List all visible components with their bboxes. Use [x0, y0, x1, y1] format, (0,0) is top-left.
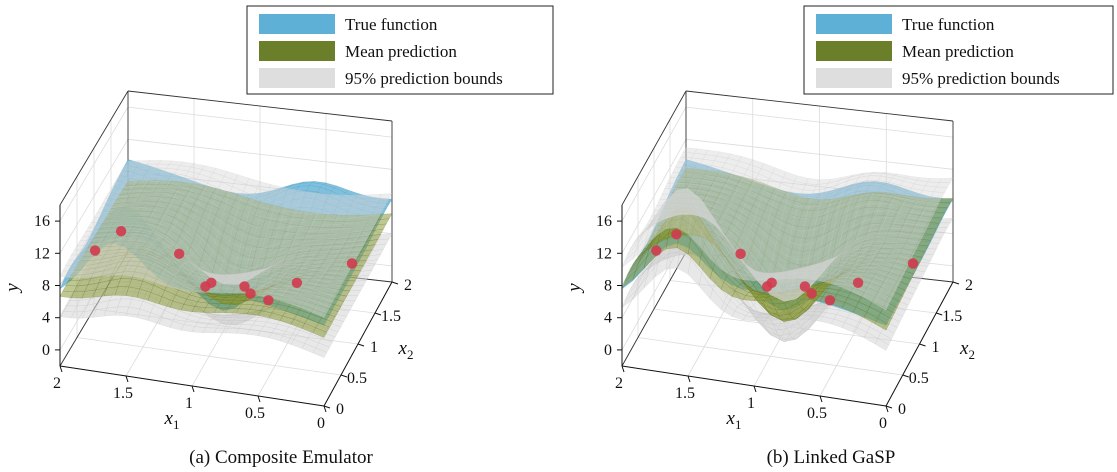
legend-swatch	[259, 14, 335, 34]
design-point	[907, 258, 919, 269]
x2-tick-label: 1	[370, 339, 378, 356]
design-point	[89, 245, 101, 256]
design-point	[245, 288, 256, 299]
legend-label: True function	[902, 15, 995, 34]
x1-tick-label: 1	[185, 395, 193, 412]
x1-tick-label: 0	[879, 415, 887, 432]
design-point	[206, 277, 217, 288]
design-point	[651, 245, 662, 256]
design-point	[806, 288, 817, 299]
x2-axis: 00.511.52 x2	[323, 277, 414, 418]
z-axis-label: y	[564, 283, 585, 294]
design-point	[263, 295, 274, 306]
z-tick-label: 0	[604, 342, 612, 359]
z-axis: 0 4 8 12 16 y	[564, 205, 623, 366]
caption-linked-gasp: (b) Linked GaSP	[767, 447, 896, 468]
x1-tick-label: 2	[53, 375, 61, 392]
z-axis-label: y	[2, 283, 23, 294]
legend-label: 95% prediction bounds	[902, 69, 1060, 88]
design-point	[852, 277, 864, 288]
upper-bound-surface	[59, 160, 393, 318]
design-point	[799, 281, 811, 292]
design-point	[239, 281, 250, 292]
z-tick-label: 12	[34, 245, 50, 262]
legend-entry: Mean prediction	[816, 41, 1014, 61]
design-point	[346, 258, 358, 269]
upper-bound-surface	[621, 147, 954, 311]
legend: True function Mean prediction 95% predicti…	[803, 5, 1114, 95]
mean-prediction-surface	[59, 180, 393, 338]
legend-entry: 95% prediction bounds	[259, 68, 503, 88]
x2-axis-label: x2	[398, 338, 414, 362]
legend-entry: Mean prediction	[259, 41, 457, 61]
x1-tick-label: 2	[615, 375, 623, 392]
x2-tick-label: 0.5	[909, 370, 929, 387]
x1-axis: 0 0.5 1 1.5 2 x1	[53, 365, 327, 432]
z-tick-label: 16	[34, 213, 50, 230]
legend-entry: 95% prediction bounds	[816, 68, 1060, 88]
z-tick-label: 12	[596, 245, 612, 262]
x1-tick-label: 1.5	[113, 385, 133, 402]
legend-swatch	[816, 14, 892, 34]
x2-tick-label: 1.5	[381, 308, 401, 325]
legend-label: True function	[345, 15, 438, 34]
x1-tick-label: 1.5	[675, 385, 695, 402]
legend-swatch	[259, 68, 335, 88]
legend-label: Mean prediction	[902, 42, 1014, 61]
legend-swatch	[259, 41, 335, 61]
x2-tick-label: 2	[404, 277, 412, 294]
design-point	[824, 295, 836, 306]
panel-composite-emulator: 0 0.5 1 1.5 2 x1 0 0.5 1 1.5 2 x2 0 4 8 12 16 y True func…	[0, 0, 558, 472]
legend-entry: True function	[816, 14, 995, 34]
x1-axis-label: x1	[164, 408, 180, 432]
mean-prediction-surface	[621, 167, 954, 331]
legend-label: 95% prediction bounds	[345, 69, 503, 88]
legend-swatch	[816, 68, 892, 88]
x2-tick-label: 1	[932, 339, 940, 356]
x2-tick-label: 2	[965, 277, 973, 294]
x1-tick-label: 0.5	[807, 405, 827, 422]
design-point	[671, 229, 682, 240]
z-tick-label: 0	[42, 342, 50, 359]
x2-tick-label: 1.5	[942, 308, 962, 325]
legend-entry: True function	[259, 14, 438, 34]
x2-axis: 00.511.52 x2	[885, 277, 975, 418]
z-tick-label: 16	[596, 213, 612, 230]
panel-linked-gasp: 0 0.5 1 1.5 2 x1 0 0.5 1 1.5 2 x2 0 4 8 12 16 y True func…	[559, 0, 1117, 472]
design-point	[291, 277, 303, 288]
x1-tick-label: 1	[747, 395, 755, 412]
x1-tick-label: 0	[317, 415, 325, 432]
x2-tick-label: 0	[898, 401, 906, 418]
x1-tick-label: 0.5	[245, 405, 265, 422]
x2-tick-label: 0.5	[347, 370, 367, 387]
z-tick-label: 8	[42, 278, 50, 295]
z-tick-label: 4	[42, 310, 50, 327]
z-tick-label: 4	[604, 310, 612, 327]
design-point	[735, 248, 746, 259]
caption-composite-emulator: (a) Composite Emulator	[189, 447, 373, 468]
x1-axis: 0 0.5 1 1.5 2 x1	[615, 365, 889, 432]
x2-tick-label: 0	[336, 401, 344, 418]
design-point	[115, 226, 127, 237]
z-tick-label: 8	[604, 278, 612, 295]
legend-swatch	[816, 41, 892, 61]
design-point	[766, 277, 777, 288]
legend: True function Mean prediction 95% predicti…	[246, 5, 554, 95]
z-axis: 0 4 8 12 16 y	[2, 205, 61, 366]
x1-axis-label: x1	[726, 408, 742, 432]
design-point	[174, 248, 185, 259]
x2-axis-label: x2	[959, 338, 975, 362]
legend-label: Mean prediction	[345, 42, 457, 61]
